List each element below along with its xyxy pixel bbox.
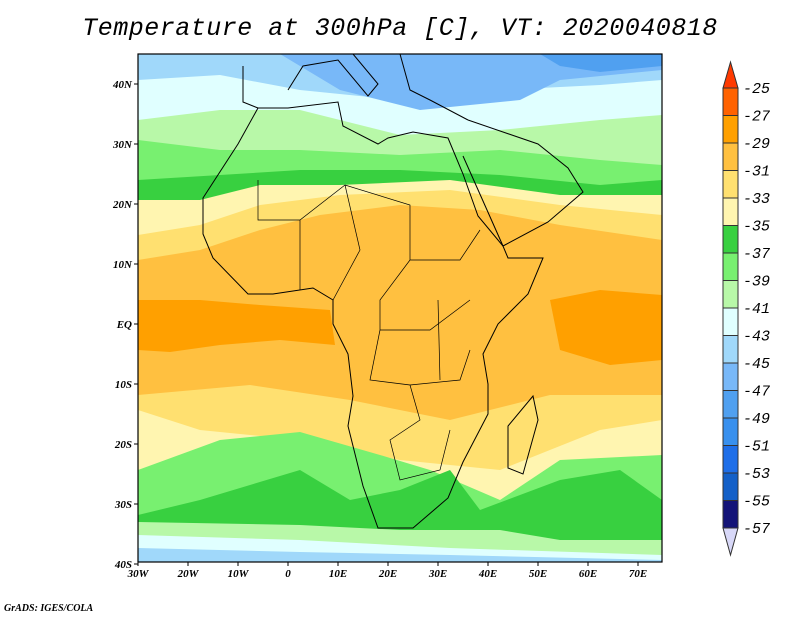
colorbar-swatch <box>722 390 739 419</box>
colorbar-swatch <box>722 252 739 281</box>
colorbar-label: -37 <box>743 246 770 263</box>
y-tick-label: 40S <box>114 559 132 571</box>
temperature-field <box>138 54 662 562</box>
y-tick-label: 30S <box>114 499 132 511</box>
y-tick-label: 20N <box>112 199 133 211</box>
band-45-43-south <box>138 548 662 562</box>
band-47-45-north <box>280 54 662 110</box>
x-tick-label: 20W <box>177 568 200 580</box>
x-tick-label: 30W <box>127 568 150 580</box>
y-tick-label: 40N <box>112 79 133 91</box>
colorbar-swatch <box>722 87 739 116</box>
africa-coastline <box>202 101 544 529</box>
colorbar-swatch <box>722 335 739 364</box>
chart-title: Temperature at 300hPa [C], VT: 202004081… <box>82 14 718 43</box>
colorbar-label: -55 <box>743 494 770 511</box>
band-29-27-west <box>138 300 335 352</box>
colorbar-label: -39 <box>743 274 770 291</box>
colorbar-swatch <box>722 170 739 199</box>
madagascar-coastline <box>507 394 539 475</box>
grads-credit: GrADS: IGES/COLA <box>4 603 94 614</box>
x-tick-label: 30E <box>428 568 447 580</box>
colorbar-label: -25 <box>743 81 770 98</box>
y-tick-label: 10N <box>113 259 133 271</box>
plot-frame <box>137 53 663 563</box>
colorbar-swatch <box>722 417 739 446</box>
colorbar-swatch <box>722 280 739 309</box>
y-tick-label: 10S <box>115 379 132 391</box>
colorbar-label: -31 <box>743 164 770 181</box>
colorbar-swatch <box>722 197 739 226</box>
colorbar-swatch <box>722 225 739 254</box>
colorbar-swatch <box>722 362 739 391</box>
colorbar-label: -57 <box>743 521 770 538</box>
y-tick-label: 30N <box>112 139 133 151</box>
colorbar-label: -35 <box>743 219 770 236</box>
colorbar-swatch <box>722 115 739 144</box>
colorbar-swatch <box>722 307 739 336</box>
colorbar: -25 -27 -29 -31 -33 -35 -37 -39 -41 -43 -45 -47 -49 -… <box>722 60 770 557</box>
colorbar-label: -33 <box>743 191 770 208</box>
x-tick-label: 10E <box>329 568 347 580</box>
band-49-47-north <box>540 54 662 72</box>
colorbar-top-arrow <box>722 60 739 89</box>
colorbar-swatch <box>722 445 739 474</box>
colorbar-label: -27 <box>743 109 770 126</box>
colorbar-label: -53 <box>743 466 770 483</box>
x-tick-label: 70E <box>629 568 647 580</box>
x-tick-label: 50E <box>529 568 547 580</box>
coastlines <box>202 54 584 529</box>
colorbar-label: -47 <box>743 384 770 401</box>
band-29-27-east <box>550 290 662 365</box>
colorbar-label: -49 <box>743 411 770 428</box>
x-tick-label: 0 <box>285 568 291 580</box>
x-axis: 30W 20W 10W 0 10E 20E 30E 40E 50E 60E 70E <box>127 562 647 580</box>
colorbar-swatch <box>722 142 739 171</box>
colorbar-label: -51 <box>743 439 770 456</box>
colorbar-label: -41 <box>743 301 770 318</box>
x-tick-label: 10W <box>228 568 250 580</box>
arabia-coastline <box>462 119 584 247</box>
x-tick-label: 20E <box>378 568 397 580</box>
y-tick-label: EQ <box>116 319 132 331</box>
colorbar-bottom-arrow <box>722 527 739 557</box>
y-axis: 40N 30N 20N 10N EQ 10S 20S 30S 40S <box>112 79 138 571</box>
colorbar-swatch <box>722 500 739 529</box>
colorbar-label: -29 <box>743 136 770 153</box>
colorbar-label: -45 <box>743 356 770 373</box>
y-tick-label: 20S <box>114 439 132 451</box>
country-borders <box>257 180 481 481</box>
colorbar-label: -43 <box>743 329 770 346</box>
europe-coastline <box>242 54 469 121</box>
x-tick-label: 60E <box>579 568 597 580</box>
colorbar-swatch <box>722 472 739 501</box>
x-tick-label: 40E <box>478 568 497 580</box>
